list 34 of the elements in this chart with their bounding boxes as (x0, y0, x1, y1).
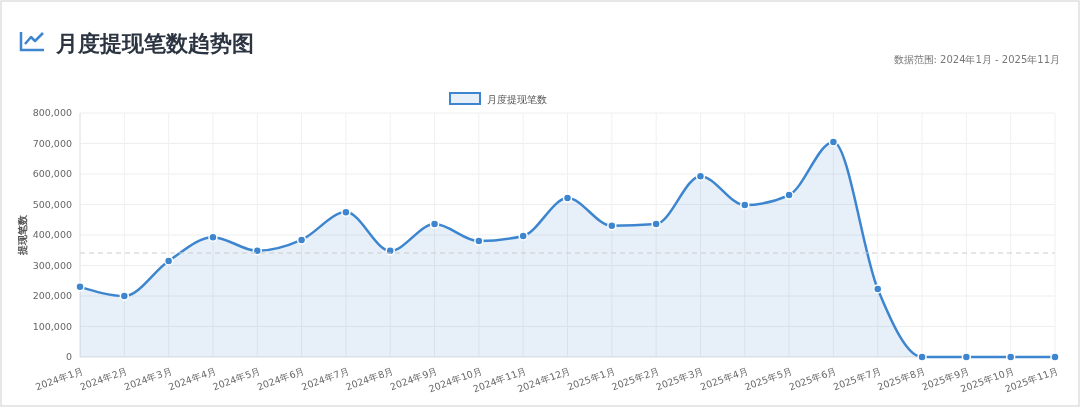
point (341, 207, 351, 217)
y-tick-label: 500,000 (32, 198, 72, 210)
y-tick-label: 700,000 (32, 137, 72, 149)
point (651, 219, 661, 229)
point (828, 137, 839, 147)
y-axis-title: 提现笔数 (17, 214, 28, 256)
point (296, 235, 307, 245)
y-tick-label: 600,000 (32, 168, 72, 180)
chart-title: 月度提现笔数趋势图 (55, 31, 254, 56)
y-tick-label: 200,000 (32, 290, 72, 302)
point (607, 221, 617, 231)
point (784, 190, 794, 200)
point (429, 219, 440, 229)
legend-label: 月度提现笔数 (487, 93, 547, 105)
point (562, 193, 573, 203)
y-tick-label: 400,000 (32, 229, 72, 241)
y-tick-label: 100,000 (32, 320, 72, 332)
point (695, 171, 706, 181)
point (961, 352, 972, 362)
point (1050, 352, 1060, 362)
point (872, 284, 883, 294)
point (740, 200, 750, 210)
y-tick-label: 0 (65, 351, 72, 363)
point (518, 231, 528, 241)
point (1005, 352, 1016, 362)
point (75, 282, 85, 292)
point (119, 291, 130, 301)
point (208, 232, 218, 242)
point (917, 352, 927, 362)
y-tick-label: 800,000 (32, 107, 72, 119)
point (163, 256, 174, 266)
y-tick-label: 300,000 (32, 259, 72, 271)
chart-subtitle: 数据范围: 2024年1月 - 2025年11月 (893, 54, 1060, 65)
point (474, 236, 484, 246)
